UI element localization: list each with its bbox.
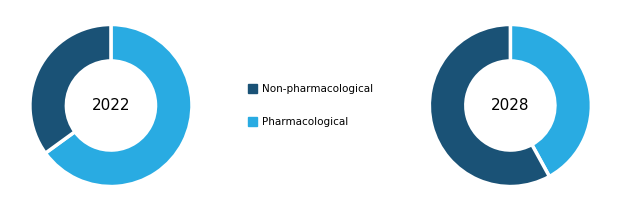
Text: 2022: 2022	[92, 98, 130, 113]
Legend: Non-pharmacological, Pharmacological: Non-pharmacological, Pharmacological	[248, 84, 373, 127]
Text: 2028: 2028	[491, 98, 529, 113]
Wedge shape	[46, 24, 192, 187]
Wedge shape	[510, 24, 592, 177]
Wedge shape	[429, 24, 550, 187]
Wedge shape	[30, 24, 111, 153]
Circle shape	[467, 62, 554, 149]
Circle shape	[67, 62, 155, 149]
